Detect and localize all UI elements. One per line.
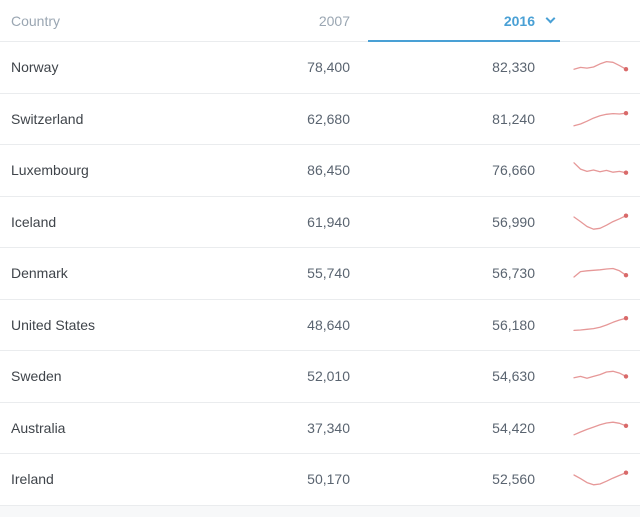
- trend-sparkline: [573, 61, 629, 72]
- sparkline-end-dot: [623, 423, 629, 428]
- country-name: Sweden: [11, 368, 62, 385]
- value-2016: 56,730: [492, 265, 535, 282]
- trend-sparkline: [573, 470, 629, 486]
- sparkline-end-dot: [623, 315, 629, 321]
- sparkline-cell: [535, 300, 640, 351]
- trend-sparkline: [573, 315, 629, 331]
- table-row: Iceland 61,940 56,990: [0, 197, 640, 248]
- column-header-2007[interactable]: 2007: [318, 12, 350, 29]
- table-header: Country 2007 2016: [0, 0, 640, 42]
- sparkline-cell: [535, 197, 640, 248]
- sparkline-cell: [535, 94, 640, 145]
- trend-sparkline: [573, 370, 629, 380]
- sparkline-end-dot: [623, 170, 629, 176]
- table-row: Denmark 55,740 56,730: [0, 248, 640, 300]
- value-2016: 56,990: [492, 213, 535, 230]
- country-name: United States: [11, 316, 96, 333]
- country-name: Switzerland: [11, 110, 84, 127]
- country-name: Denmark: [11, 265, 68, 282]
- country-name: Luxembourg: [11, 162, 89, 179]
- table-row: Australia 37,340 54,420: [0, 403, 640, 454]
- value-2007: 52,010: [307, 368, 350, 385]
- table-row: Ireland 50,170 52,560: [0, 454, 640, 506]
- table-row: Norway 78,400 82,330: [0, 42, 640, 94]
- trend-sparkline: [573, 421, 629, 436]
- value-2016: 54,420: [492, 419, 535, 436]
- column-header-country: Country: [11, 12, 61, 29]
- column-header-spark-spacer: [535, 0, 640, 41]
- chevron-down-icon[interactable]: [545, 13, 556, 24]
- sparkline-end-dot: [623, 374, 629, 379]
- country-name: Norway: [11, 59, 59, 76]
- value-2016: 52,560: [492, 471, 535, 488]
- trend-sparkline: [573, 268, 629, 278]
- sparkline-cell: [535, 145, 640, 196]
- trend-sparkline: [573, 110, 629, 127]
- value-2007: 61,940: [307, 213, 350, 230]
- country-name: Australia: [11, 419, 66, 436]
- sparkline-cell: [535, 42, 640, 93]
- value-2016: 81,240: [492, 110, 535, 127]
- value-2007: 86,450: [307, 162, 350, 179]
- table-body: Norway 78,400 82,330 Switzerland 62,680 81,24…: [0, 42, 640, 506]
- country-name: Iceland: [11, 213, 57, 230]
- table-row: Sweden 52,010 54,630: [0, 351, 640, 403]
- sparkline-cell: [535, 403, 640, 454]
- value-2016: 76,660: [492, 162, 535, 179]
- trend-sparkline: [573, 213, 629, 230]
- sparkline-cell: [535, 351, 640, 402]
- value-2007: 78,400: [307, 59, 350, 76]
- value-2016: 54,630: [492, 368, 535, 385]
- sparkline-end-dot: [623, 470, 629, 476]
- sparkline-cell: [535, 248, 640, 299]
- selected-column-underline: [368, 40, 560, 42]
- value-2016: 56,180: [492, 316, 535, 333]
- value-2007: 50,170: [307, 471, 350, 488]
- table-row: Luxembourg 86,450 76,660: [0, 145, 640, 197]
- column-header-2016-selected[interactable]: 2016: [503, 12, 535, 29]
- value-2007: 37,340: [307, 419, 350, 436]
- table-row: United States 48,640 56,180: [0, 300, 640, 351]
- value-2007: 62,680: [307, 110, 350, 127]
- sparkline-end-dot: [623, 110, 629, 116]
- sparkline-end-dot: [623, 67, 629, 72]
- country-name: Ireland: [11, 471, 54, 488]
- next-row-partial-band: [0, 505, 640, 517]
- value-2007: 55,740: [307, 265, 350, 282]
- sparkline-end-dot: [623, 213, 629, 218]
- table-row: Switzerland 62,680 81,240: [0, 94, 640, 145]
- value-2016: 82,330: [492, 59, 535, 76]
- value-2007: 48,640: [307, 316, 350, 333]
- sparkline-end-dot: [623, 273, 629, 278]
- trend-sparkline: [573, 162, 629, 176]
- sparkline-cell: [535, 454, 640, 505]
